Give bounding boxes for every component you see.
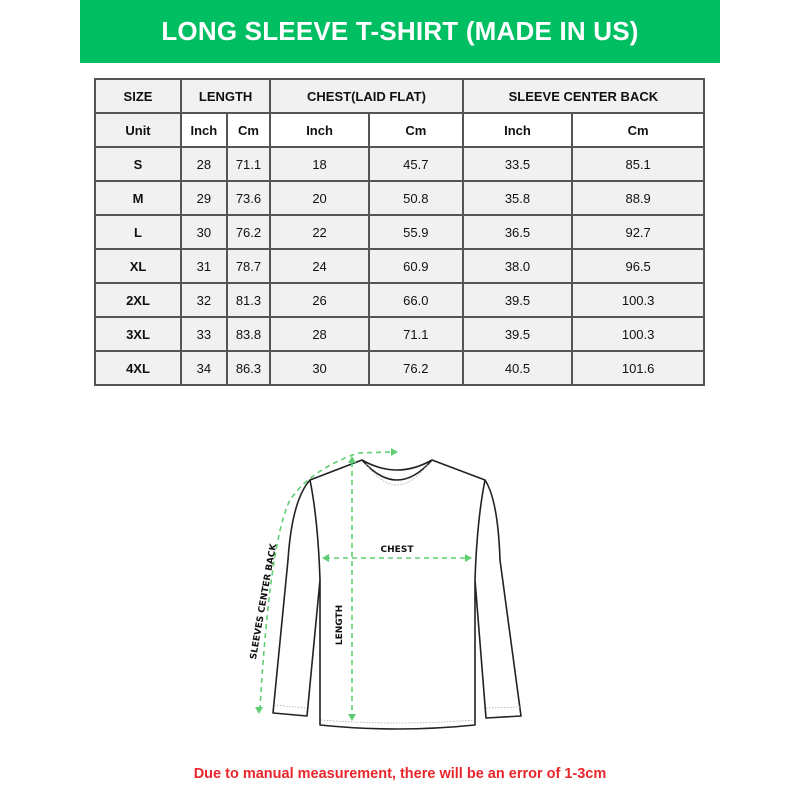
table-row: M 29 73.6 20 50.8 35.8 88.9 xyxy=(94,180,705,216)
size-cell: 3XL xyxy=(94,316,182,352)
value-cell: 29 xyxy=(180,180,228,216)
value-cell: 33.5 xyxy=(461,146,574,182)
size-cell: 2XL xyxy=(94,282,182,318)
value-cell: 30 xyxy=(269,350,370,386)
value-cell: 92.7 xyxy=(571,214,705,250)
page-title: LONG SLEEVE T-SHIRT (MADE IN US) xyxy=(161,16,639,46)
value-cell: 30 xyxy=(180,214,228,250)
header-size: SIZE xyxy=(94,78,182,114)
value-cell: 73.6 xyxy=(225,180,272,216)
value-cell: 66.0 xyxy=(367,282,464,318)
value-cell: 101.6 xyxy=(571,350,705,386)
size-table: SIZE LENGTH CHEST(LAID FLAT) SLEEVE CENT… xyxy=(94,78,706,386)
value-cell: 33 xyxy=(180,316,228,352)
unit-cell: Inch xyxy=(461,112,574,148)
value-cell: 34 xyxy=(180,350,228,386)
value-cell: 24 xyxy=(269,248,370,284)
size-cell: M xyxy=(94,180,182,216)
unit-cell: Inch xyxy=(180,112,228,148)
value-cell: 71.1 xyxy=(225,146,272,182)
value-cell: 55.9 xyxy=(367,214,464,250)
measurement-note: Due to manual measurement, there will be… xyxy=(193,766,607,782)
title-banner: LONG SLEEVE T-SHIRT (MADE IN US) xyxy=(80,0,720,63)
size-cell: 4XL xyxy=(94,350,182,386)
value-cell: 39.5 xyxy=(461,316,574,352)
value-cell: 31 xyxy=(180,248,228,284)
value-cell: 60.9 xyxy=(367,248,464,284)
value-cell: 38.0 xyxy=(461,248,574,284)
value-cell: 86.3 xyxy=(225,350,272,386)
chest-label: CHEST xyxy=(381,545,415,555)
value-cell: 36.5 xyxy=(461,214,574,250)
unit-cell: Cm xyxy=(571,112,705,148)
size-cell: L xyxy=(94,214,182,250)
units-row: Unit Inch Cm Inch Cm Inch Cm xyxy=(94,112,705,148)
value-cell: 81.3 xyxy=(225,282,272,318)
value-cell: 26 xyxy=(269,282,370,318)
shirt-outline xyxy=(272,459,522,730)
value-cell: 96.5 xyxy=(571,248,705,284)
length-label: LENGTH xyxy=(335,605,345,645)
value-cell: 22 xyxy=(269,214,370,250)
value-cell: 76.2 xyxy=(367,350,464,386)
value-cell: 83.8 xyxy=(225,316,272,352)
arrow-heads xyxy=(255,448,472,721)
value-cell: 45.7 xyxy=(367,146,464,182)
header-chest: CHEST(LAID FLAT) xyxy=(269,78,464,114)
unit-cell: Cm xyxy=(367,112,464,148)
table-row: 3XL 33 83.8 28 71.1 39.5 100.3 xyxy=(94,316,705,352)
table-row: L 30 76.2 22 55.9 36.5 92.7 xyxy=(94,214,705,250)
measure-arrows xyxy=(259,451,468,714)
header-sleeve: SLEEVE CENTER BACK xyxy=(461,78,706,114)
size-cell: S xyxy=(94,146,182,182)
header-length: LENGTH xyxy=(179,78,272,114)
value-cell: 20 xyxy=(269,180,370,216)
value-cell: 18 xyxy=(269,146,370,182)
value-cell: 28 xyxy=(180,146,228,182)
value-cell: 88.9 xyxy=(571,180,705,216)
unit-cell: Unit xyxy=(94,112,182,148)
value-cell: 100.3 xyxy=(571,316,705,352)
value-cell: 35.8 xyxy=(461,180,574,216)
table-row: XL 31 78.7 24 60.9 38.0 96.5 xyxy=(94,248,705,284)
value-cell: 32 xyxy=(180,282,228,318)
value-cell: 39.5 xyxy=(461,282,574,318)
size-cell: XL xyxy=(94,248,182,284)
value-cell: 50.8 xyxy=(367,180,464,216)
value-cell: 28 xyxy=(269,316,370,352)
value-cell: 78.7 xyxy=(225,248,272,284)
shirt-diagram: CHEST LENGTH SLEEVES CENTER BACK xyxy=(249,448,522,730)
table-row: S 28 71.1 18 45.7 33.5 85.1 xyxy=(94,146,705,182)
value-cell: 40.5 xyxy=(461,350,574,386)
unit-cell: Cm xyxy=(225,112,272,148)
value-cell: 85.1 xyxy=(571,146,705,182)
table-row: 4XL 34 86.3 30 76.2 40.5 101.6 xyxy=(94,350,705,386)
table-header-row: SIZE LENGTH CHEST(LAID FLAT) SLEEVE CENT… xyxy=(94,78,706,114)
value-cell: 100.3 xyxy=(571,282,705,318)
unit-cell: Inch xyxy=(269,112,370,148)
table-row: 2XL 32 81.3 26 66.0 39.5 100.3 xyxy=(94,282,705,318)
value-cell: 76.2 xyxy=(225,214,272,250)
value-cell: 71.1 xyxy=(367,316,464,352)
